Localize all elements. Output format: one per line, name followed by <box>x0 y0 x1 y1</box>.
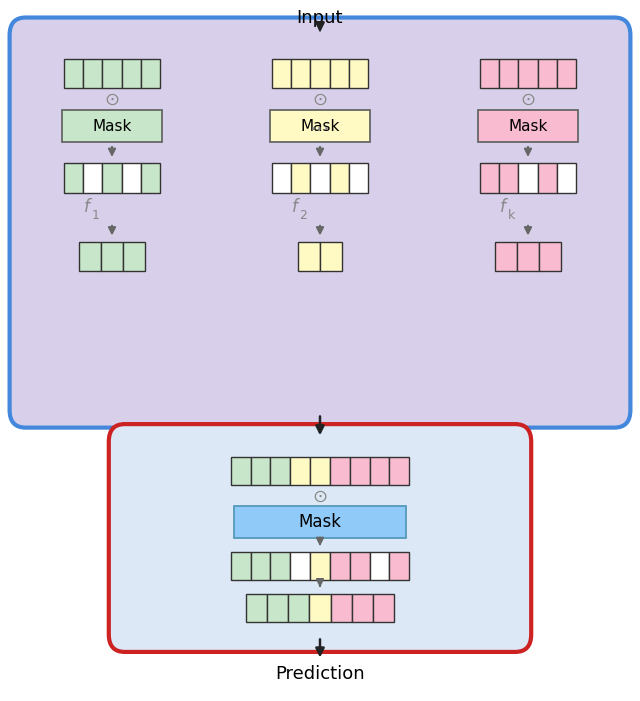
FancyBboxPatch shape <box>250 552 270 580</box>
Text: ...: ... <box>310 114 330 134</box>
FancyBboxPatch shape <box>330 594 352 622</box>
FancyBboxPatch shape <box>495 242 517 271</box>
FancyBboxPatch shape <box>250 457 270 485</box>
FancyBboxPatch shape <box>270 552 291 580</box>
FancyBboxPatch shape <box>231 552 250 580</box>
FancyBboxPatch shape <box>270 110 370 142</box>
FancyBboxPatch shape <box>352 594 372 622</box>
FancyBboxPatch shape <box>272 163 291 193</box>
FancyBboxPatch shape <box>372 594 394 622</box>
FancyBboxPatch shape <box>310 552 330 580</box>
FancyBboxPatch shape <box>330 59 349 88</box>
FancyBboxPatch shape <box>370 552 390 580</box>
FancyBboxPatch shape <box>390 457 410 485</box>
FancyBboxPatch shape <box>310 457 330 485</box>
FancyBboxPatch shape <box>64 163 83 193</box>
FancyBboxPatch shape <box>101 242 123 271</box>
FancyBboxPatch shape <box>62 110 161 142</box>
FancyBboxPatch shape <box>517 242 539 271</box>
FancyBboxPatch shape <box>272 59 291 88</box>
FancyBboxPatch shape <box>518 59 538 88</box>
Text: ⊙: ⊙ <box>312 488 328 506</box>
Text: Input: Input <box>297 8 343 27</box>
FancyBboxPatch shape <box>349 552 370 580</box>
FancyBboxPatch shape <box>291 552 310 580</box>
FancyBboxPatch shape <box>349 59 368 88</box>
FancyBboxPatch shape <box>499 163 518 193</box>
Text: Prediction: Prediction <box>275 665 365 683</box>
FancyBboxPatch shape <box>83 59 102 88</box>
FancyBboxPatch shape <box>370 457 390 485</box>
FancyBboxPatch shape <box>246 594 268 622</box>
FancyBboxPatch shape <box>538 163 557 193</box>
FancyBboxPatch shape <box>141 163 160 193</box>
FancyBboxPatch shape <box>390 552 410 580</box>
Text: 2: 2 <box>300 210 307 222</box>
FancyBboxPatch shape <box>310 594 331 622</box>
FancyBboxPatch shape <box>234 506 406 538</box>
Text: k: k <box>508 210 515 222</box>
FancyBboxPatch shape <box>123 242 145 271</box>
FancyBboxPatch shape <box>330 552 349 580</box>
Text: Mask: Mask <box>298 513 342 531</box>
FancyBboxPatch shape <box>480 59 499 88</box>
FancyBboxPatch shape <box>10 18 630 428</box>
FancyBboxPatch shape <box>557 163 576 193</box>
FancyBboxPatch shape <box>518 163 538 193</box>
FancyBboxPatch shape <box>310 163 330 193</box>
Text: ⊙: ⊙ <box>520 90 536 109</box>
FancyBboxPatch shape <box>499 59 518 88</box>
Text: 1: 1 <box>92 210 99 222</box>
FancyBboxPatch shape <box>291 457 310 485</box>
FancyBboxPatch shape <box>310 59 330 88</box>
FancyBboxPatch shape <box>270 457 291 485</box>
FancyBboxPatch shape <box>122 59 141 88</box>
FancyBboxPatch shape <box>288 594 310 622</box>
FancyBboxPatch shape <box>557 59 576 88</box>
Text: f: f <box>291 198 298 216</box>
FancyBboxPatch shape <box>538 59 557 88</box>
FancyBboxPatch shape <box>231 457 250 485</box>
FancyBboxPatch shape <box>349 163 368 193</box>
FancyBboxPatch shape <box>64 59 83 88</box>
FancyBboxPatch shape <box>539 242 561 271</box>
FancyBboxPatch shape <box>479 110 578 142</box>
FancyBboxPatch shape <box>291 163 310 193</box>
Text: Mask: Mask <box>92 118 132 134</box>
FancyBboxPatch shape <box>141 59 160 88</box>
FancyBboxPatch shape <box>83 163 102 193</box>
FancyBboxPatch shape <box>349 457 370 485</box>
FancyBboxPatch shape <box>480 163 499 193</box>
Text: ⊙: ⊙ <box>104 90 120 109</box>
FancyBboxPatch shape <box>268 594 288 622</box>
Text: f: f <box>83 198 90 216</box>
FancyBboxPatch shape <box>102 59 122 88</box>
FancyBboxPatch shape <box>320 242 342 271</box>
FancyBboxPatch shape <box>79 242 101 271</box>
FancyBboxPatch shape <box>298 242 320 271</box>
FancyBboxPatch shape <box>109 424 531 652</box>
FancyBboxPatch shape <box>102 163 122 193</box>
FancyBboxPatch shape <box>330 457 349 485</box>
FancyBboxPatch shape <box>291 59 310 88</box>
Text: f: f <box>499 198 506 216</box>
FancyBboxPatch shape <box>122 163 141 193</box>
Text: Mask: Mask <box>300 118 340 134</box>
FancyBboxPatch shape <box>330 163 349 193</box>
Text: ⊙: ⊙ <box>312 90 328 109</box>
Text: Mask: Mask <box>508 118 548 134</box>
